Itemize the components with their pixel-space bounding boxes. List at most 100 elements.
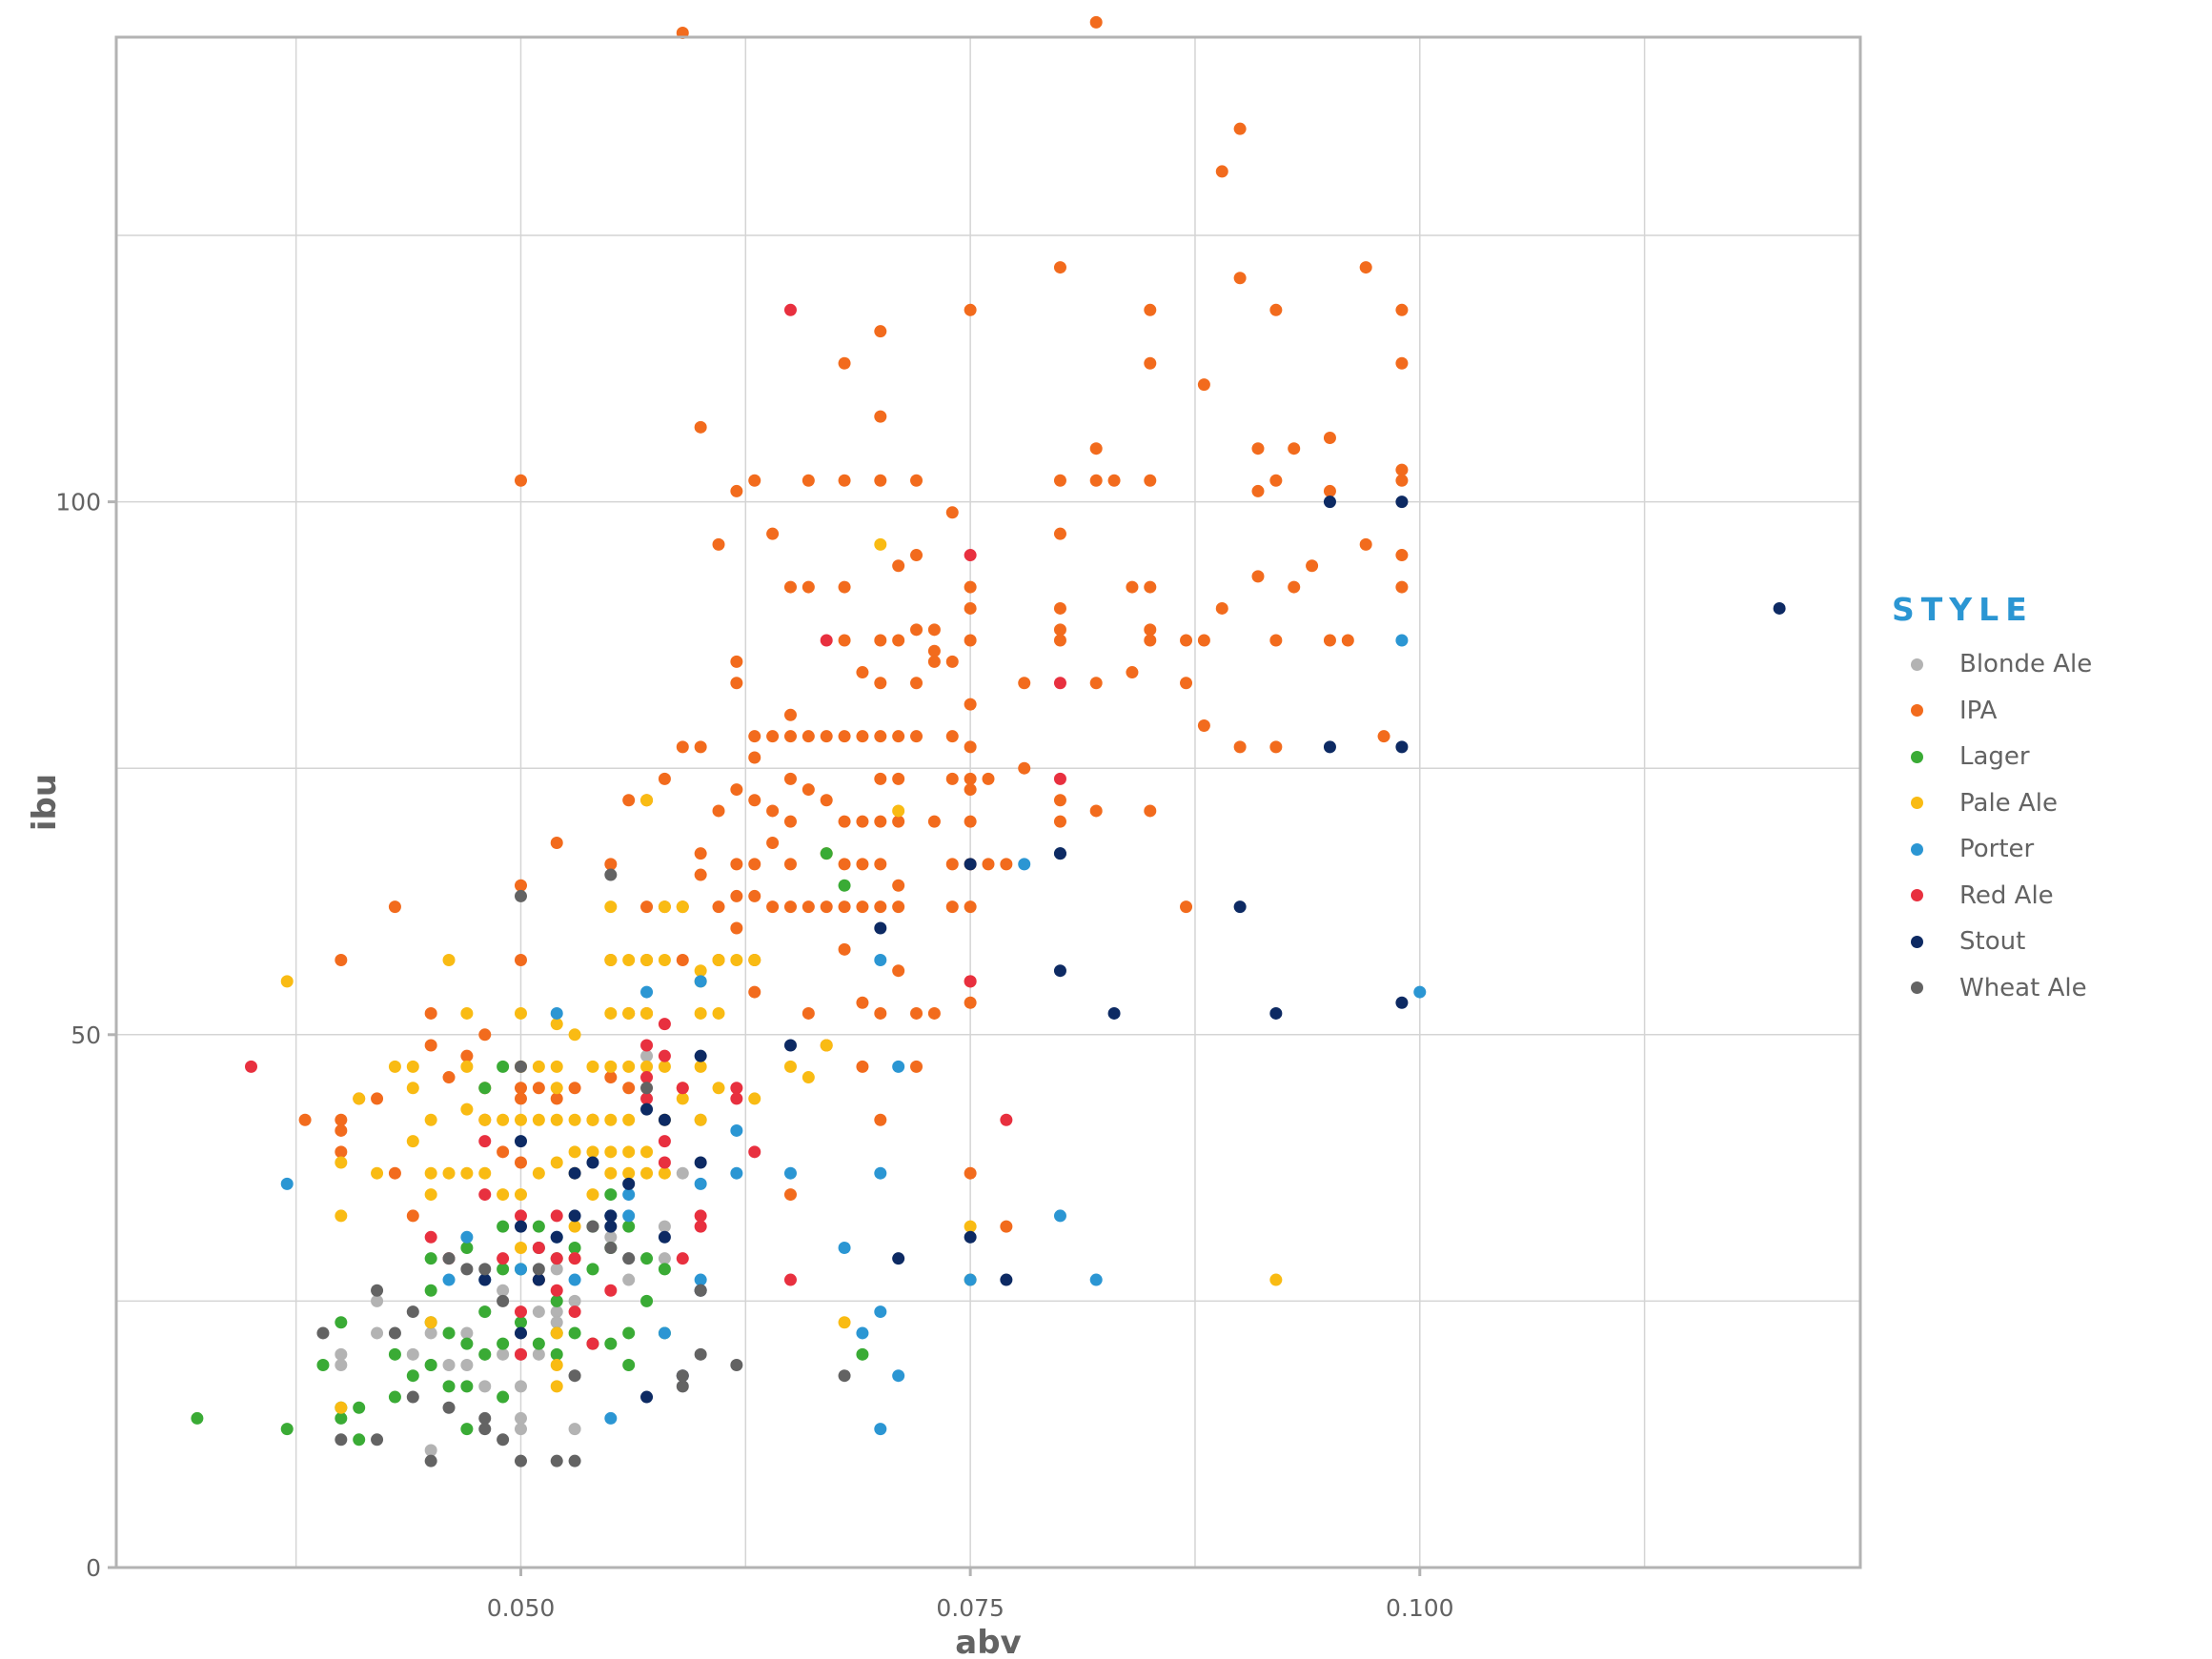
data-point	[622, 1359, 636, 1372]
data-point	[478, 1113, 492, 1126]
data-point	[892, 1369, 905, 1383]
data-point	[910, 474, 923, 487]
legend-label: Red Ale	[1959, 880, 2054, 910]
series-stout	[478, 496, 1786, 1404]
x-axis-label: abv	[955, 1624, 1021, 1659]
data-point	[1053, 847, 1066, 860]
data-point	[1053, 677, 1066, 690]
data-point	[514, 1454, 527, 1467]
data-point	[1233, 122, 1247, 135]
data-point	[442, 954, 456, 967]
data-point	[892, 559, 905, 573]
data-point	[335, 1359, 348, 1372]
data-point	[874, 410, 887, 423]
data-point	[658, 1049, 671, 1062]
data-point	[1000, 1113, 1013, 1126]
data-point	[622, 954, 636, 967]
data-point	[1107, 1006, 1121, 1020]
data-point	[783, 1273, 797, 1286]
data-point	[820, 1039, 833, 1052]
legend-label: Stout	[1959, 927, 2026, 957]
data-point	[676, 1082, 689, 1095]
data-point	[856, 858, 869, 871]
data-point	[1053, 1209, 1066, 1223]
data-point	[874, 772, 887, 785]
legend-item-blonde-ale: Blonde Ale	[1892, 641, 2092, 688]
data-point	[892, 1252, 905, 1265]
data-point	[406, 1390, 419, 1404]
data-point	[658, 1263, 671, 1276]
data-point	[622, 1060, 636, 1073]
data-point	[622, 1326, 636, 1340]
data-point	[568, 1369, 581, 1383]
data-point	[874, 474, 887, 487]
data-point	[964, 698, 977, 711]
data-point	[856, 1347, 869, 1361]
data-point	[622, 1166, 636, 1180]
data-point	[442, 1359, 456, 1372]
data-point	[604, 1060, 618, 1073]
data-point	[748, 985, 761, 999]
data-point	[550, 1359, 563, 1372]
data-point	[730, 889, 743, 902]
data-point	[1053, 964, 1066, 978]
data-point	[1269, 634, 1283, 647]
data-point	[424, 1039, 437, 1052]
data-point	[694, 868, 707, 881]
data-point	[424, 1454, 437, 1467]
data-point	[442, 1380, 456, 1393]
data-point	[604, 1113, 618, 1126]
data-point	[658, 1135, 671, 1148]
data-point	[442, 1273, 456, 1286]
data-point	[1395, 496, 1409, 509]
data-point	[910, 1006, 923, 1020]
data-point	[1089, 804, 1103, 818]
data-point	[748, 889, 761, 902]
data-point	[730, 858, 743, 871]
data-point	[478, 1411, 492, 1425]
data-point	[640, 900, 654, 914]
data-point	[532, 1337, 545, 1350]
data-point	[604, 1006, 618, 1020]
data-point	[856, 1326, 869, 1340]
data-point	[550, 1454, 563, 1467]
data-point	[892, 815, 905, 828]
data-point	[964, 1166, 977, 1180]
data-point	[856, 815, 869, 828]
data-point	[964, 1273, 977, 1286]
data-point	[568, 1209, 581, 1223]
data-point	[478, 1263, 492, 1276]
data-point	[838, 356, 851, 370]
data-point	[838, 474, 851, 487]
data-point	[622, 1145, 636, 1159]
data-point	[604, 1411, 618, 1425]
data-point	[442, 1252, 456, 1265]
data-point	[388, 1060, 401, 1073]
data-point	[568, 1241, 581, 1254]
series-red-ale	[244, 303, 1066, 1361]
data-point	[730, 677, 743, 690]
data-point	[532, 1082, 545, 1095]
data-point	[748, 730, 761, 743]
data-point	[1053, 601, 1066, 615]
y-tick-label: 50	[71, 1022, 101, 1049]
data-point	[604, 1071, 618, 1084]
data-point	[550, 1092, 563, 1105]
data-point	[694, 1284, 707, 1297]
data-point	[514, 1006, 527, 1020]
data-point	[514, 1220, 527, 1233]
data-point	[874, 677, 887, 690]
data-point	[568, 1294, 581, 1307]
data-point	[694, 847, 707, 860]
data-point	[604, 1188, 618, 1202]
data-point	[694, 1220, 707, 1233]
data-point	[783, 1188, 797, 1202]
data-point	[982, 772, 995, 785]
data-point	[497, 1188, 510, 1202]
data-point	[1180, 634, 1193, 647]
data-point	[1395, 996, 1409, 1009]
data-point	[964, 996, 977, 1009]
data-point	[658, 1220, 671, 1233]
data-point	[1053, 634, 1066, 647]
